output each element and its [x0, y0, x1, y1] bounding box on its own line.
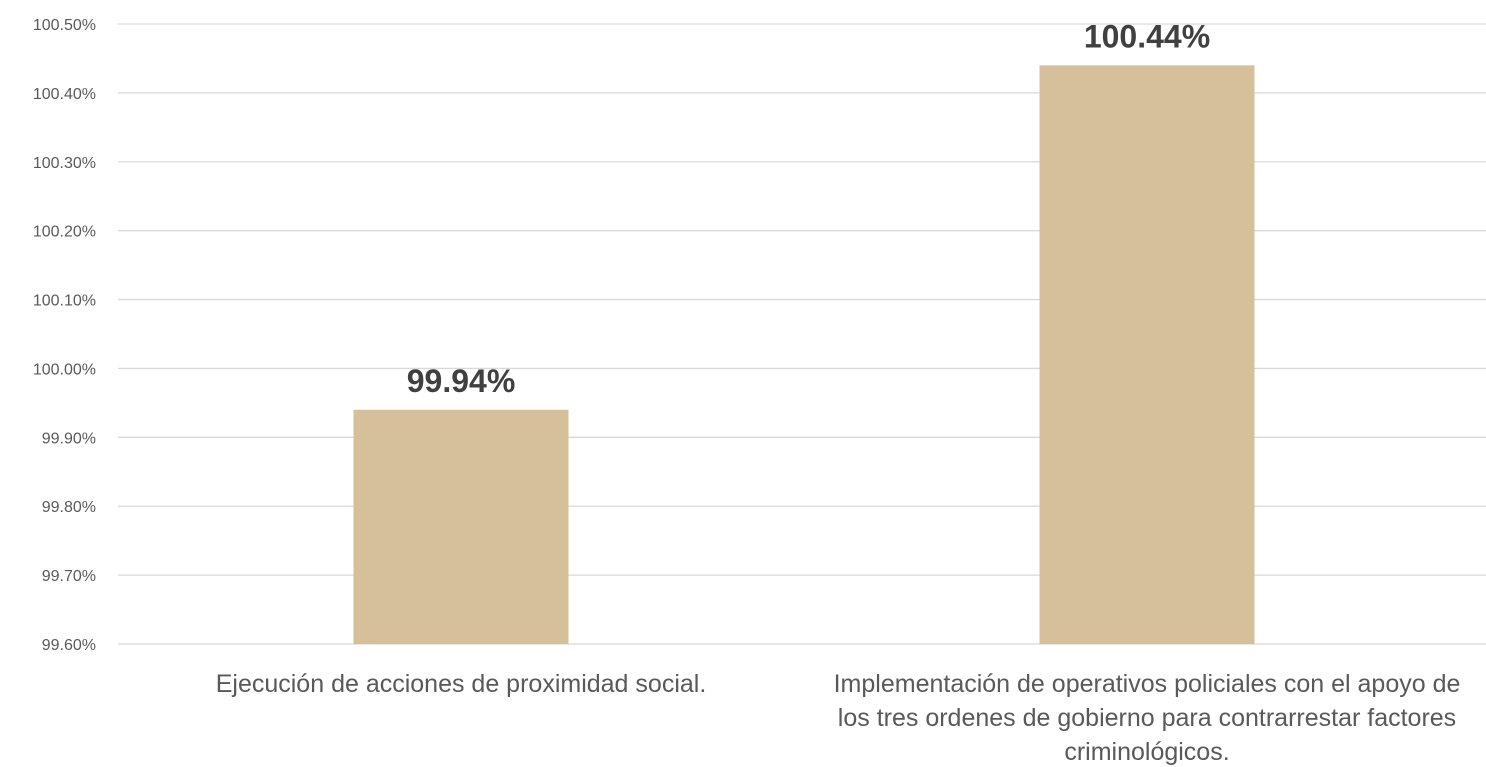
y-tick-label: 100.20%: [33, 224, 96, 241]
x-axis-category-labels: Ejecución de acciones de proximidad soci…: [216, 670, 1461, 766]
y-tick-label: 99.70%: [42, 568, 96, 585]
bars: [353, 65, 1255, 645]
y-tick-label: 99.90%: [42, 430, 96, 447]
y-tick-label: 99.80%: [42, 499, 96, 516]
data-label: 100.44%: [1084, 18, 1210, 54]
gridlines: [118, 23, 1486, 645]
y-tick-label: 100.00%: [33, 361, 96, 378]
category-label: Implementación de operativos policiales …: [834, 670, 1461, 698]
y-tick-label: 100.10%: [33, 293, 96, 310]
y-tick-label: 100.40%: [33, 86, 96, 103]
bar: [1039, 65, 1255, 645]
data-labels: 99.94% 100.44%: [407, 18, 1210, 398]
data-label: 99.94%: [407, 363, 516, 399]
y-tick-label: 100.50%: [33, 17, 96, 34]
y-tick-label: 100.30%: [33, 155, 96, 172]
bar: [353, 409, 569, 644]
y-axis-tick-labels: 99.60% 99.70% 99.80% 99.90% 100.00% 100.10% 10…: [33, 17, 96, 654]
category-label: Ejecución de acciones de proximidad soci…: [216, 670, 707, 698]
y-tick-label: 99.60%: [42, 637, 96, 654]
category-label: los tres ordenes de gobierno para contra…: [838, 704, 1456, 732]
category-label: criminológicos.: [1064, 738, 1229, 766]
